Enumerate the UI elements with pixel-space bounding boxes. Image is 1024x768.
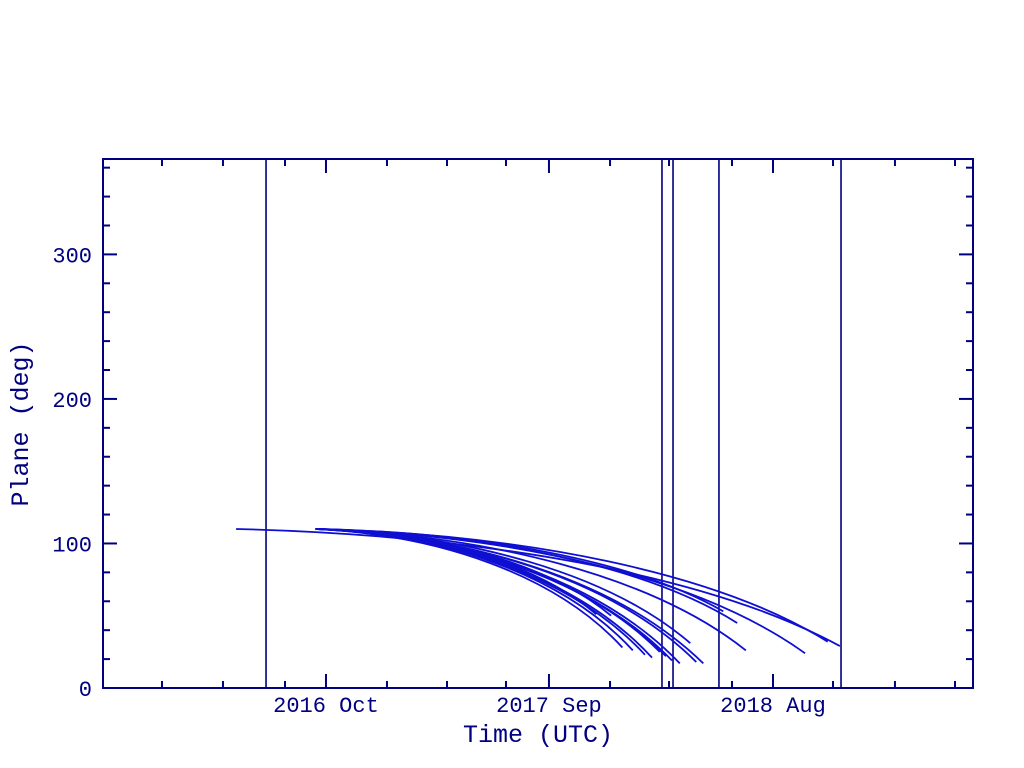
trajectory-curve	[317, 528, 612, 617]
x-tick-label: 2017 Sep	[496, 694, 602, 719]
trajectory-curve	[319, 528, 829, 643]
y-axis-title: Plane (deg)	[7, 341, 36, 506]
y-tick-label: 300	[52, 244, 92, 269]
y-tick-label: 200	[52, 389, 92, 414]
axis-ticks	[103, 159, 973, 689]
axes	[102, 158, 974, 689]
trajectory-curve	[316, 528, 704, 665]
plot-box	[102, 158, 974, 689]
tick-labels: 2016 Oct 2017 Sep 2018 Aug 0 100 200 300	[52, 244, 825, 719]
y-tick-label: 0	[79, 678, 92, 703]
trajectory-curve	[236, 528, 841, 647]
x-tick-label: 2018 Aug	[720, 694, 826, 719]
trajectory-curves	[236, 528, 841, 665]
x-axis-title: Time (UTC)	[463, 721, 613, 750]
x-tick-label: 2016 Oct	[273, 694, 379, 719]
trajectory-curve	[318, 528, 697, 663]
y-tick-label: 100	[52, 533, 92, 558]
trajectory-curve	[321, 528, 724, 613]
trajectory-curve	[316, 528, 597, 615]
